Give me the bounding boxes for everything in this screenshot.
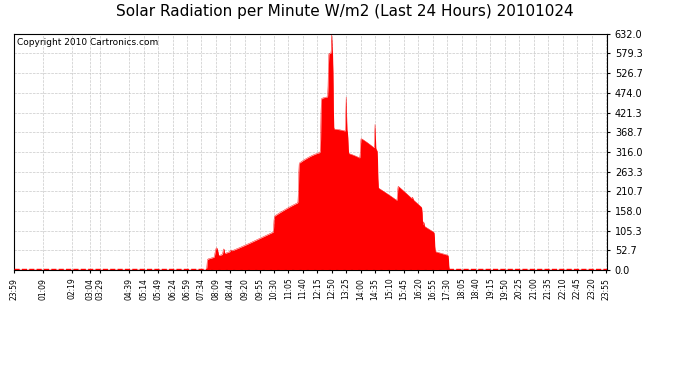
Text: Copyright 2010 Cartronics.com: Copyright 2010 Cartronics.com — [17, 39, 158, 48]
Text: Solar Radiation per Minute W/m2 (Last 24 Hours) 20101024: Solar Radiation per Minute W/m2 (Last 24… — [116, 4, 574, 19]
